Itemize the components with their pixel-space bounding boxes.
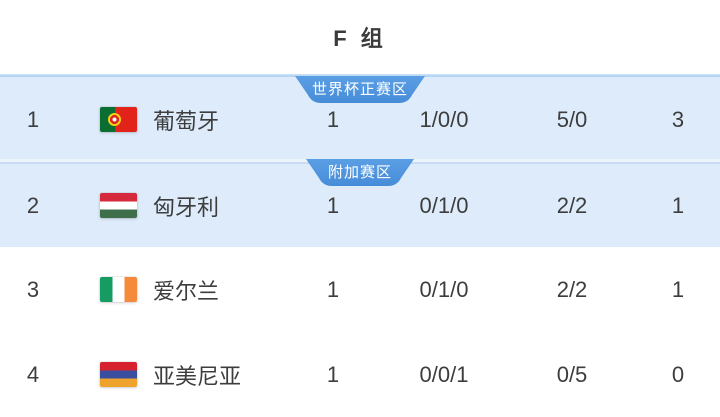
played-cell: 1 <box>326 192 340 218</box>
points-cell: 0 <box>671 361 685 387</box>
team-cell: 匈牙利 <box>66 190 286 222</box>
goals-cell: 5/0 <box>556 106 588 132</box>
win-draw-loss-cell: 1/0/0 <box>419 106 469 132</box>
playoff-zone-badge: 附加赛区 <box>306 159 414 186</box>
win-draw-loss-cell: 0/1/0 <box>419 192 469 218</box>
hungary-flag <box>100 193 137 218</box>
goals-cell: 0/5 <box>556 361 588 387</box>
points-cell: 3 <box>671 106 685 132</box>
zone-badge-label: 附加赛区 <box>327 163 392 181</box>
zone-badge-shape <box>295 76 425 103</box>
ireland-flag <box>100 277 137 302</box>
table-row-armenia[interactable]: 4 亚美尼亚 1 0/0/1 0/5 0 <box>0 332 720 417</box>
armenia-flag <box>100 362 137 387</box>
team-cell: 爱尔兰 <box>66 274 286 306</box>
header-divider <box>0 74 720 77</box>
world-cup-zone-badge: 世界杯正赛区 <box>295 76 425 103</box>
rank-cell: 3 <box>26 276 40 302</box>
rank-cell: 2 <box>26 192 40 218</box>
portugal-flag <box>100 107 137 132</box>
team-name: 爱尔兰 <box>153 278 220 304</box>
win-draw-loss-cell: 0/0/1 <box>419 361 469 387</box>
rank-cell: 4 <box>26 361 40 387</box>
played-cell: 1 <box>326 361 340 387</box>
table-row-ireland[interactable]: 3 爱尔兰 1 0/1/0 2/2 1 <box>0 247 720 332</box>
win-draw-loss-cell: 0/1/0 <box>419 276 469 302</box>
team-name: 葡萄牙 <box>153 108 220 134</box>
team-cell: 亚美尼亚 <box>66 359 286 391</box>
team-name: 匈牙利 <box>153 194 220 220</box>
zone-badge-label: 世界杯正赛区 <box>311 80 408 98</box>
goals-cell: 2/2 <box>556 192 588 218</box>
standings-table: 1 葡萄牙 1 1/0/0 5/0 3 2 匈牙利 1 0/1/0 2/2 1 … <box>0 77 720 417</box>
table-row-portugal[interactable]: 1 葡萄牙 1 1/0/0 5/0 3 <box>0 77 720 162</box>
played-cell: 1 <box>326 276 340 302</box>
group-title: F 组 <box>333 26 387 51</box>
zone-badge-shape <box>306 159 414 186</box>
points-cell: 1 <box>671 192 685 218</box>
team-cell: 葡萄牙 <box>66 104 286 136</box>
played-cell: 1 <box>326 106 340 132</box>
goals-cell: 2/2 <box>556 276 588 302</box>
portugal-emblem <box>108 113 122 126</box>
team-name: 亚美尼亚 <box>153 363 242 389</box>
points-cell: 1 <box>671 276 685 302</box>
rank-cell: 1 <box>26 106 40 132</box>
group-header: F 组 <box>0 0 720 74</box>
